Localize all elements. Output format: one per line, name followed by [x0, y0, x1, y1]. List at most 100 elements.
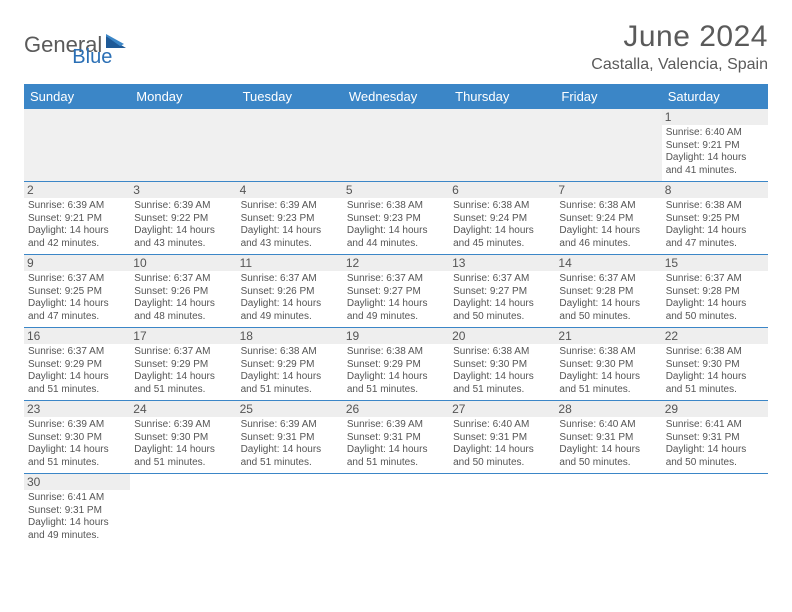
day-info-line: Daylight: 14 hours [559, 444, 657, 457]
calendar-cell [662, 474, 768, 547]
day-info-line: Sunrise: 6:39 AM [134, 200, 232, 213]
weekday-header: Monday [130, 84, 236, 109]
calendar-cell [449, 474, 555, 547]
day-number: 16 [24, 328, 130, 344]
day-number: 12 [343, 255, 449, 271]
day-info-line: Sunset: 9:29 PM [347, 359, 445, 372]
calendar-cell [555, 109, 661, 182]
day-info-line: Sunset: 9:22 PM [134, 213, 232, 226]
day-info-line: and 49 minutes. [28, 530, 126, 543]
day-info-line: Sunset: 9:30 PM [134, 432, 232, 445]
day-info-line: Sunset: 9:30 PM [28, 432, 126, 445]
day-info: Sunrise: 6:37 AMSunset: 9:27 PMDaylight:… [347, 273, 445, 323]
calendar-cell: 18Sunrise: 6:38 AMSunset: 9:29 PMDayligh… [237, 328, 343, 401]
day-info-line: and 51 minutes. [241, 384, 339, 397]
day-info-line: Sunrise: 6:38 AM [241, 346, 339, 359]
day-info-line: Sunset: 9:29 PM [134, 359, 232, 372]
calendar-cell: 5Sunrise: 6:38 AMSunset: 9:23 PMDaylight… [343, 182, 449, 255]
day-number: 10 [130, 255, 236, 271]
day-info-line: Sunset: 9:30 PM [559, 359, 657, 372]
day-number: 5 [343, 182, 449, 198]
day-info-line: Sunset: 9:31 PM [347, 432, 445, 445]
day-info-line: Sunset: 9:24 PM [559, 213, 657, 226]
day-info-line: and 47 minutes. [28, 311, 126, 324]
calendar-cell [130, 109, 236, 182]
calendar-cell: 3 Sunrise: 6:39 AMSunset: 9:22 PMDaylight… [130, 182, 236, 255]
day-info-line: Sunset: 9:21 PM [28, 213, 126, 226]
day-info-line: Daylight: 14 hours [347, 225, 445, 238]
day-info-line: Sunset: 9:31 PM [241, 432, 339, 445]
day-number: 13 [449, 255, 555, 271]
day-info-line: Daylight: 14 hours [134, 225, 232, 238]
day-info-line: Daylight: 14 hours [559, 225, 657, 238]
calendar-cell: 2Sunrise: 6:39 AMSunset: 9:21 PMDaylight… [24, 182, 130, 255]
day-info-line: Sunset: 9:26 PM [134, 286, 232, 299]
page-header: General Blue June 2024 Castalla, Valenci… [24, 20, 768, 74]
day-info-line: and 42 minutes. [28, 238, 126, 251]
day-info: Sunrise: 6:39 AMSunset: 9:22 PMDaylight:… [134, 200, 232, 250]
day-info-line: and 44 minutes. [347, 238, 445, 251]
day-info: Sunrise: 6:37 AMSunset: 9:25 PMDaylight:… [28, 273, 126, 323]
day-info-line: Sunrise: 6:39 AM [28, 200, 126, 213]
calendar-row: 23Sunrise: 6:39 AMSunset: 9:30 PMDayligh… [24, 401, 768, 474]
day-number: 3 [130, 182, 236, 198]
day-info-line: Sunrise: 6:37 AM [28, 346, 126, 359]
day-info-line: and 51 minutes. [347, 384, 445, 397]
day-info-line: Daylight: 14 hours [28, 444, 126, 457]
weekday-header: Sunday [24, 84, 130, 109]
day-info-line: Sunset: 9:30 PM [453, 359, 551, 372]
day-info-line: Sunset: 9:28 PM [666, 286, 764, 299]
day-info-line: and 43 minutes. [241, 238, 339, 251]
day-number: 17 [130, 328, 236, 344]
day-info: Sunrise: 6:37 AMSunset: 9:27 PMDaylight:… [453, 273, 551, 323]
day-info: Sunrise: 6:37 AMSunset: 9:29 PMDaylight:… [134, 346, 232, 396]
calendar-row: 30Sunrise: 6:41 AMSunset: 9:31 PMDayligh… [24, 474, 768, 547]
day-info: Sunrise: 6:41 AMSunset: 9:31 PMDaylight:… [666, 419, 764, 469]
day-info-line: Daylight: 14 hours [28, 371, 126, 384]
day-info: Sunrise: 6:37 AMSunset: 9:28 PMDaylight:… [666, 273, 764, 323]
calendar-cell: 1Sunrise: 6:40 AMSunset: 9:21 PMDaylight… [662, 109, 768, 182]
title-block: June 2024 Castalla, Valencia, Spain [591, 20, 768, 74]
day-info-line: Sunset: 9:25 PM [666, 213, 764, 226]
day-info-line: Sunset: 9:21 PM [666, 140, 764, 153]
day-info-line: Sunrise: 6:37 AM [453, 273, 551, 286]
day-info-line: Sunset: 9:31 PM [28, 505, 126, 518]
day-info-line: Sunrise: 6:39 AM [241, 419, 339, 432]
day-number: 15 [662, 255, 768, 271]
day-info-line: Daylight: 14 hours [666, 152, 764, 165]
day-number: 6 [449, 182, 555, 198]
day-info-line: Sunset: 9:27 PM [347, 286, 445, 299]
day-info-line: Daylight: 14 hours [134, 371, 232, 384]
calendar-cell [24, 109, 130, 182]
day-info-line: Sunrise: 6:41 AM [666, 419, 764, 432]
day-number: 27 [449, 401, 555, 417]
day-info-line: Daylight: 14 hours [241, 371, 339, 384]
logo-text-2: Blue [72, 46, 112, 69]
calendar-cell: 16Sunrise: 6:37 AMSunset: 9:29 PMDayligh… [24, 328, 130, 401]
calendar-cell [237, 474, 343, 547]
calendar-cell: 12 Sunrise: 6:37 AMSunset: 9:27 PMDayligh… [343, 255, 449, 328]
day-info-line: Daylight: 14 hours [134, 298, 232, 311]
day-info-line: Daylight: 14 hours [666, 298, 764, 311]
day-info-line: and 51 minutes. [28, 457, 126, 470]
day-info-line: and 51 minutes. [241, 457, 339, 470]
month-title: June 2024 [591, 20, 768, 54]
day-info-line: and 45 minutes. [453, 238, 551, 251]
calendar-cell: 30Sunrise: 6:41 AMSunset: 9:31 PMDayligh… [24, 474, 130, 547]
day-info: Sunrise: 6:38 AMSunset: 9:25 PMDaylight:… [666, 200, 764, 250]
day-info-line: Daylight: 14 hours [347, 298, 445, 311]
day-info-line: Sunrise: 6:37 AM [559, 273, 657, 286]
calendar-cell: 19Sunrise: 6:38 AMSunset: 9:29 PMDayligh… [343, 328, 449, 401]
day-info-line: Sunrise: 6:40 AM [559, 419, 657, 432]
day-info: Sunrise: 6:38 AMSunset: 9:29 PMDaylight:… [241, 346, 339, 396]
calendar-cell [343, 109, 449, 182]
day-info-line: Daylight: 14 hours [666, 371, 764, 384]
day-info-line: Sunset: 9:28 PM [559, 286, 657, 299]
calendar-table: Sunday Monday Tuesday Wednesday Thursday… [24, 84, 768, 546]
day-info-line: Sunrise: 6:39 AM [134, 419, 232, 432]
calendar-cell: 29Sunrise: 6:41 AMSunset: 9:31 PMDayligh… [662, 401, 768, 474]
day-info-line: Sunrise: 6:37 AM [28, 273, 126, 286]
day-info-line: and 50 minutes. [453, 457, 551, 470]
day-number: 20 [449, 328, 555, 344]
day-number: 24 [130, 401, 236, 417]
